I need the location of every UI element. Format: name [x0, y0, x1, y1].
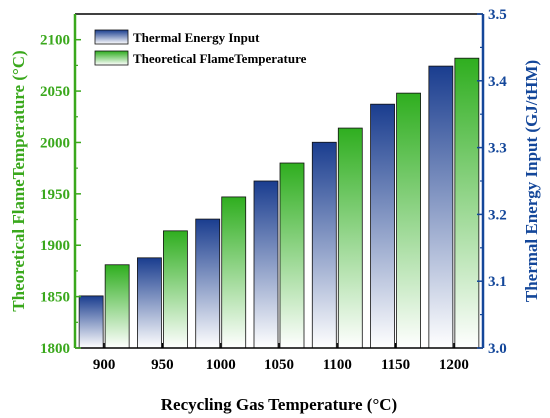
bar-flame-temperature-1150 [396, 92, 421, 349]
left-tick-label: 1900 [40, 238, 70, 254]
bar-flame-temperature-1000 [221, 196, 247, 349]
bar-thermal-energy-1200 [428, 65, 454, 349]
bar-thermal-energy-1100 [311, 141, 337, 349]
bars-layer [78, 57, 480, 349]
bar-flame-temperature-1050 [279, 162, 305, 349]
x-axis-title: Recycling Gas Temperature (°C) [161, 395, 397, 414]
legend-label-thermal-energy: Thermal Energy Input [133, 30, 260, 45]
x-tick-label: 1050 [264, 357, 294, 373]
x-tick-label: 1000 [206, 357, 236, 373]
bar-thermal-energy-900 [78, 295, 104, 349]
left-tick-label: 2100 [40, 33, 70, 49]
legend: Thermal Energy Input Theoretical FlameTem… [94, 29, 307, 66]
left-tick-label: 1800 [40, 341, 70, 357]
right-tick-label: 3.0 [488, 341, 507, 357]
left-tick-label: 2000 [40, 135, 70, 151]
x-tick-label: 1150 [381, 357, 410, 373]
left-tick-label: 2050 [40, 84, 70, 100]
right-tick-label: 3.1 [488, 274, 507, 290]
legend-label-flame-temperature: Theoretical FlameTemperature [133, 51, 307, 66]
x-tick-label: 1100 [323, 357, 352, 373]
x-tick-label: 1200 [439, 357, 469, 373]
bar-thermal-energy-1000 [195, 218, 221, 349]
bar-thermal-energy-950 [137, 257, 162, 349]
bar-flame-temperature-1200 [454, 57, 480, 349]
axes-layer: 1800 1850 1900 1950 2000 2050 2100 3.0 3.1 3.2 3.3… [9, 7, 541, 414]
bar-thermal-energy-1150 [370, 103, 395, 349]
legend-swatch-thermal-energy [94, 29, 129, 45]
right-tick-label: 3.4 [488, 74, 507, 90]
x-tick-label: 950 [151, 357, 174, 373]
bar-flame-temperature-1100 [337, 127, 363, 349]
left-tick-label: 1850 [40, 290, 70, 306]
right-axis-title: Thermal Energy Input (GJ/tHM) [522, 60, 541, 302]
right-tick-label: 3.5 [488, 7, 507, 23]
right-tick-label: 3.2 [488, 207, 507, 223]
bar-flame-temperature-950 [163, 230, 188, 349]
x-tick-label: 900 [93, 357, 116, 373]
legend-swatch-flame-temperature [94, 50, 129, 66]
bar-flame-temperature-900 [104, 264, 130, 349]
left-axis-title: Theoretical FlameTemperature (°C) [9, 50, 28, 311]
left-tick-label: 1950 [40, 187, 70, 203]
bar-thermal-energy-1050 [253, 180, 279, 349]
right-tick-label: 3.3 [488, 141, 507, 157]
